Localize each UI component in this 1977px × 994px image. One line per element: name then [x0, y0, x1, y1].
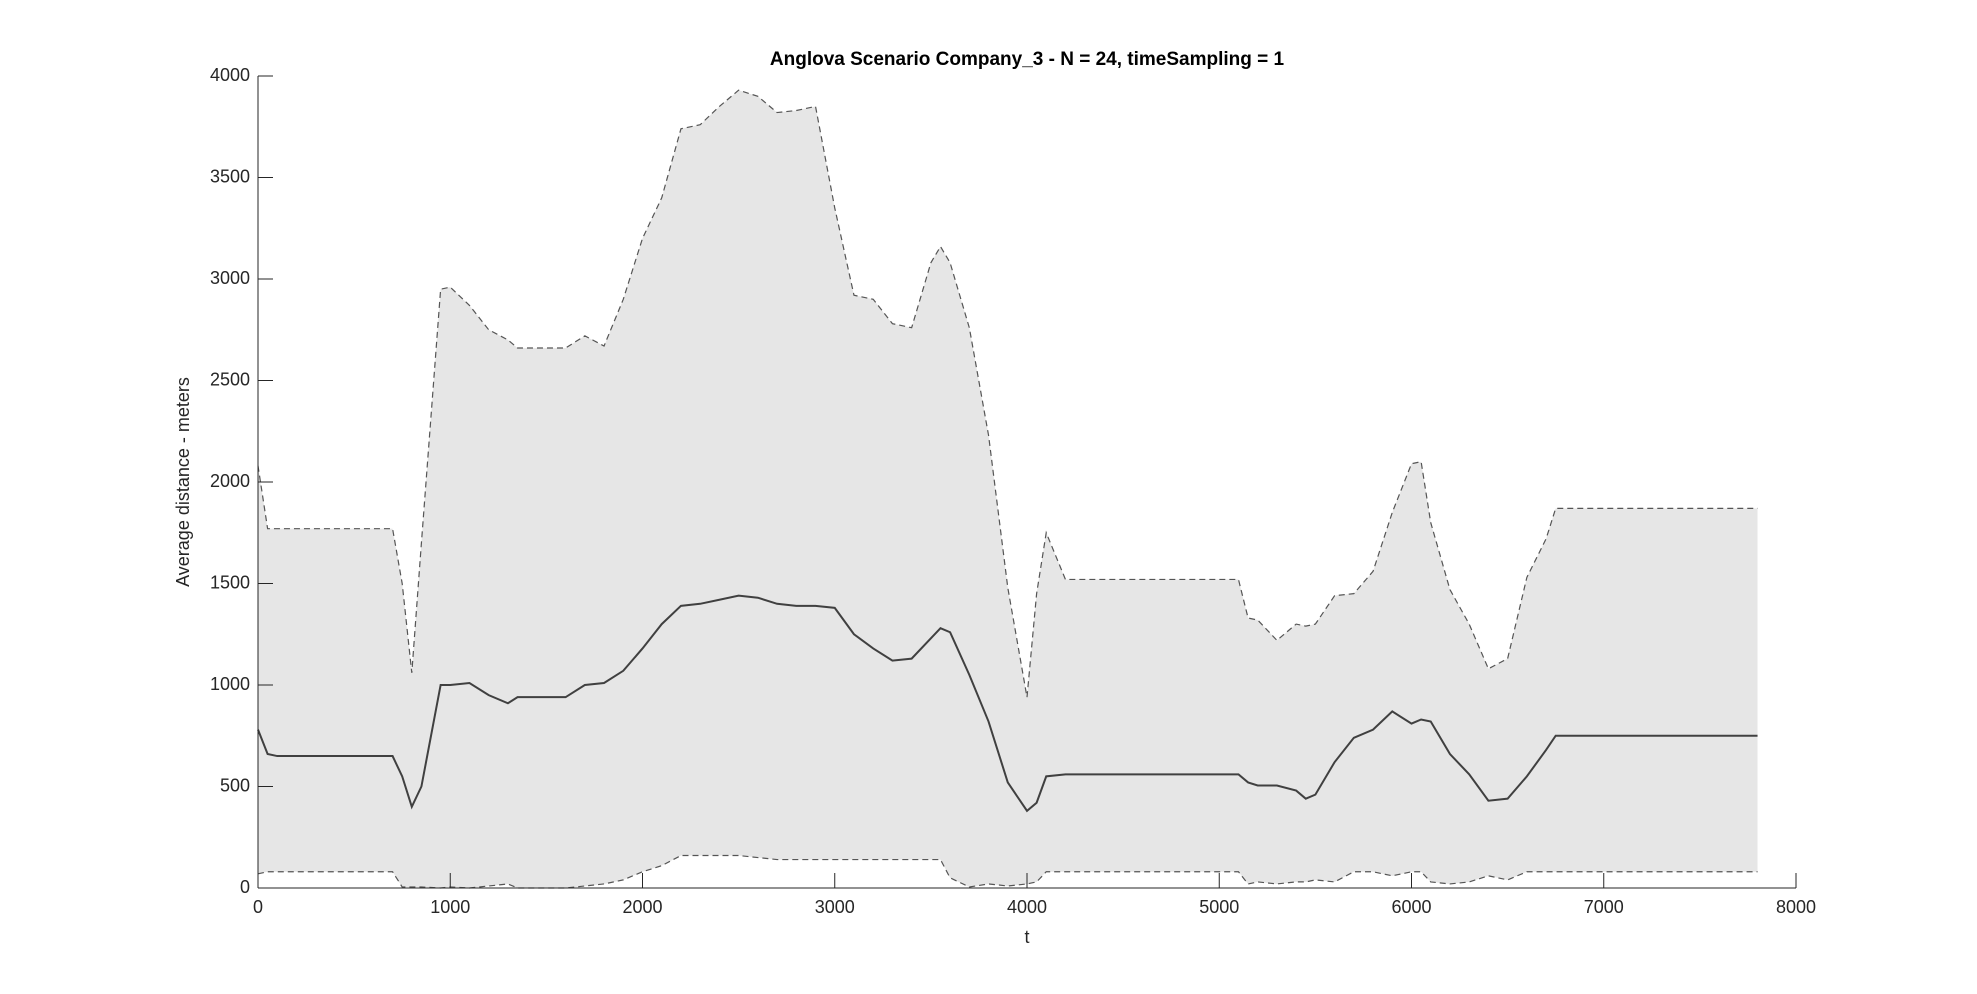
y-tick-label: 2000 — [210, 471, 250, 491]
chart-title: Anglova Scenario Company_3 - N = 24, tim… — [770, 49, 1285, 70]
x-tick-label: 7000 — [1584, 897, 1624, 917]
y-axis-label: Average distance - meters — [173, 377, 193, 587]
y-tick-label: 2500 — [210, 369, 250, 389]
x-tick-label: 8000 — [1776, 897, 1816, 917]
band-area — [258, 90, 1758, 888]
x-axis-label: t — [1024, 927, 1029, 947]
x-tick-label: 4000 — [1007, 897, 1047, 917]
x-tick-label: 6000 — [1391, 897, 1431, 917]
y-tick-label: 0 — [240, 877, 250, 897]
y-tick-label: 1500 — [210, 572, 250, 592]
x-tick-label: 0 — [253, 897, 263, 917]
y-tick-label: 1000 — [210, 674, 250, 694]
series-line — [257, 89, 1758, 698]
x-tick-label: 1000 — [430, 897, 470, 917]
y-tick-label: 4000 — [210, 65, 250, 85]
x-tick-label: 3000 — [815, 897, 855, 917]
x-tick-label: 2000 — [622, 897, 662, 917]
x-tick-label: 5000 — [1199, 897, 1239, 917]
y-tick-label: 3000 — [210, 268, 250, 288]
y-tick-label: 500 — [220, 775, 250, 795]
series-line — [257, 594, 1758, 813]
y-tick-label: 3500 — [210, 166, 250, 186]
